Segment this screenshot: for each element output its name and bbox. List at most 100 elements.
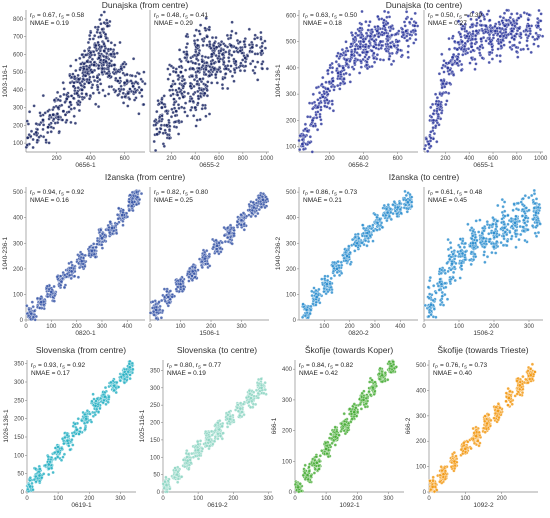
scatter-point bbox=[219, 49, 223, 53]
scatter-point bbox=[187, 270, 192, 274]
scatter-point bbox=[501, 38, 505, 42]
scatter-point bbox=[37, 470, 41, 474]
scatter-point bbox=[471, 32, 475, 36]
scatter-point bbox=[90, 85, 94, 90]
scatter-point bbox=[183, 56, 187, 60]
scatter-point bbox=[217, 252, 221, 256]
scatter-point bbox=[461, 239, 465, 243]
y-tick-label: 300 bbox=[13, 241, 24, 247]
data-point bbox=[375, 221, 380, 225]
scatter-point bbox=[469, 262, 473, 267]
scatter-point bbox=[480, 29, 485, 33]
scatter-point bbox=[389, 217, 393, 222]
scatter-point bbox=[178, 278, 183, 282]
scatter-point bbox=[365, 60, 369, 64]
scatter-point bbox=[100, 70, 104, 74]
scatter-point bbox=[81, 262, 85, 266]
scatter-point bbox=[234, 31, 238, 35]
y-tick-label: 0 bbox=[21, 490, 25, 496]
scatter-point bbox=[218, 246, 222, 250]
y-axis-label: 1040-236-2 bbox=[275, 236, 282, 270]
data-point bbox=[224, 66, 228, 71]
scatter-point bbox=[371, 239, 375, 243]
scatter-point bbox=[534, 234, 539, 238]
scatter-point bbox=[69, 266, 74, 270]
scatter-point bbox=[451, 73, 456, 77]
scatter-point bbox=[319, 122, 323, 126]
scatter-point bbox=[230, 20, 234, 24]
scatter-point bbox=[201, 77, 205, 81]
data-point bbox=[498, 34, 502, 39]
scatter-point bbox=[206, 262, 210, 266]
point-cloud bbox=[148, 191, 270, 321]
correlation-annotation: rP = 0.50, rS = 0.39 bbox=[428, 12, 482, 20]
scatter-point bbox=[307, 141, 312, 145]
scatter-point bbox=[381, 58, 386, 62]
rp-value: = 0.61, r bbox=[433, 189, 460, 196]
scatter-point bbox=[140, 79, 145, 84]
scatter-point bbox=[357, 236, 361, 240]
scatter-point bbox=[474, 62, 478, 66]
scatter-point bbox=[496, 203, 500, 208]
scatter-point bbox=[238, 45, 243, 50]
scatter-point bbox=[470, 23, 474, 27]
data-point bbox=[358, 45, 362, 49]
data-point bbox=[385, 210, 390, 215]
scatter-point bbox=[397, 201, 402, 205]
x-tick-label: 300 bbox=[97, 324, 108, 330]
data-point bbox=[169, 84, 174, 89]
scatter-point bbox=[226, 235, 230, 240]
scatter-point bbox=[151, 300, 155, 304]
scatter-point bbox=[463, 41, 467, 45]
scatter-point bbox=[251, 200, 255, 205]
data-point bbox=[47, 462, 51, 467]
scatter-point bbox=[423, 143, 428, 148]
scatter-point bbox=[371, 223, 375, 227]
scatter-point bbox=[142, 70, 146, 74]
scatter-point bbox=[435, 140, 439, 144]
scatter-point bbox=[102, 398, 106, 403]
scatter-point bbox=[47, 141, 51, 145]
scatter-point bbox=[359, 65, 363, 69]
correlation-annotation: rP = 0.61, rS = 0.48 bbox=[428, 189, 482, 197]
scatter-point bbox=[326, 274, 330, 278]
scatter-point bbox=[95, 79, 100, 84]
scatter-point bbox=[194, 73, 198, 78]
scatter-point bbox=[389, 25, 393, 29]
scatter-panel-4 bbox=[24, 187, 145, 322]
scatter-point bbox=[367, 44, 371, 48]
data-point bbox=[460, 39, 464, 44]
scatter-point bbox=[131, 208, 135, 213]
scatter-point bbox=[387, 214, 392, 218]
scatter-point bbox=[435, 121, 440, 125]
scatter-point bbox=[387, 57, 391, 61]
scatter-point bbox=[330, 102, 334, 106]
data-point bbox=[389, 45, 393, 49]
scatter-point bbox=[137, 72, 141, 76]
scatter-point bbox=[55, 275, 59, 279]
scatter-point bbox=[536, 35, 541, 39]
scatter-point bbox=[506, 32, 511, 37]
x-axis-label: 0820-1 bbox=[75, 330, 96, 337]
scatter-point bbox=[123, 95, 127, 99]
y-tick-label: 200 bbox=[13, 267, 24, 273]
scatter-point bbox=[195, 38, 200, 42]
scatter-point bbox=[215, 81, 219, 85]
scatter-point bbox=[185, 42, 190, 46]
y-tick-label: 0 bbox=[20, 318, 24, 324]
correlation-annotation: rP = 0.67, rS = 0.58 bbox=[30, 12, 84, 20]
scatter-point bbox=[206, 80, 210, 84]
scatter-point bbox=[223, 76, 227, 80]
scatter-point bbox=[101, 88, 105, 92]
scatter-point bbox=[458, 276, 462, 280]
data-point bbox=[128, 365, 132, 370]
data-point bbox=[135, 195, 140, 199]
rp-value: = 0.50, r bbox=[433, 12, 460, 19]
scatter-point bbox=[332, 260, 337, 265]
scatter-point bbox=[348, 45, 353, 49]
scatter-point bbox=[201, 43, 205, 48]
scatter-point bbox=[74, 68, 78, 73]
scatter-point bbox=[529, 24, 534, 28]
scatter-point bbox=[516, 55, 520, 59]
scatter-point bbox=[402, 20, 407, 24]
